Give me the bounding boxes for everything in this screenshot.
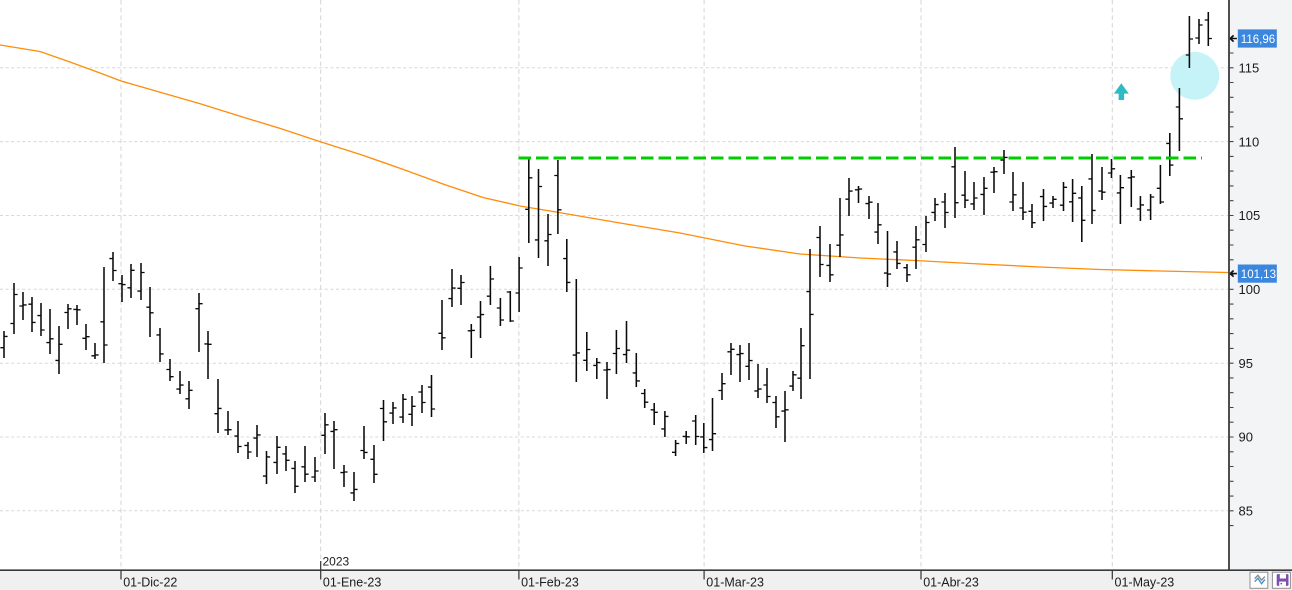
svg-text:105: 105 xyxy=(1239,208,1261,223)
svg-text:01-Mar-23: 01-Mar-23 xyxy=(706,576,764,590)
svg-text:01-Feb-23: 01-Feb-23 xyxy=(521,576,579,590)
svg-text:110: 110 xyxy=(1239,134,1260,149)
svg-text:101,13: 101,13 xyxy=(1241,269,1276,281)
svg-text:90: 90 xyxy=(1239,430,1253,445)
svg-text:2023: 2023 xyxy=(323,555,350,569)
svg-text:95: 95 xyxy=(1239,356,1253,371)
svg-text:100: 100 xyxy=(1239,282,1261,297)
svg-text:116,96: 116,96 xyxy=(1241,34,1275,46)
svg-text:01-Abr-23: 01-Abr-23 xyxy=(923,576,979,590)
svg-text:115: 115 xyxy=(1239,61,1260,76)
svg-text:85: 85 xyxy=(1239,504,1253,519)
svg-text:01-May-23: 01-May-23 xyxy=(1115,576,1175,590)
svg-text:01-Dic-22: 01-Dic-22 xyxy=(123,576,177,590)
svg-text:01-Ene-23: 01-Ene-23 xyxy=(323,576,381,590)
